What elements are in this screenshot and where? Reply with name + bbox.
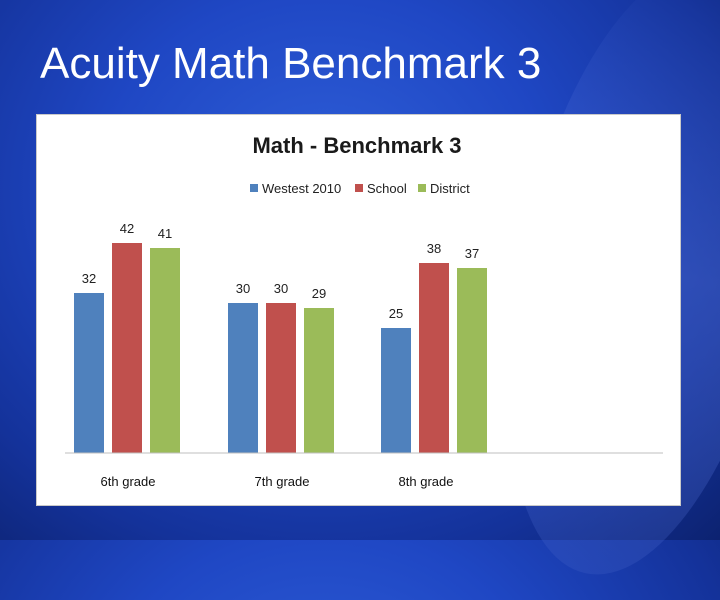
data-label-westest-2010-6th-grade: 32 bbox=[82, 271, 96, 286]
chart-bars bbox=[74, 243, 487, 453]
chart-title: Math - Benchmark 3 bbox=[252, 133, 461, 158]
data-label-school-6th-grade: 42 bbox=[120, 221, 134, 236]
bar-school-8th-grade bbox=[419, 263, 449, 453]
legend-swatch-westest-2010 bbox=[250, 184, 258, 192]
bar-school-6th-grade bbox=[112, 243, 142, 453]
bar-school-7th-grade bbox=[266, 303, 296, 453]
category-label-6th-grade: 6th grade bbox=[101, 474, 156, 489]
bar-district-8th-grade bbox=[457, 268, 487, 453]
data-label-district-8th-grade: 37 bbox=[465, 246, 479, 261]
bar-district-6th-grade bbox=[150, 248, 180, 453]
data-label-school-8th-grade: 38 bbox=[427, 241, 441, 256]
bar-chart: Math - Benchmark 3 Westest 2010 School Dis… bbox=[65, 133, 663, 489]
legend-label-school: School bbox=[367, 181, 407, 196]
legend-swatch-school bbox=[355, 184, 363, 192]
slide-title: Acuity Math Benchmark 3 bbox=[40, 39, 542, 88]
category-label-7th-grade: 7th grade bbox=[255, 474, 310, 489]
legend-swatch-district bbox=[418, 184, 426, 192]
chart-category-labels: 6th grade 7th grade 8th grade bbox=[101, 474, 454, 489]
chart-panel: Math - Benchmark 3 Westest 2010 School Dis… bbox=[36, 114, 681, 506]
data-label-westest-2010-7th-grade: 30 bbox=[236, 281, 250, 296]
data-label-westest-2010-8th-grade: 25 bbox=[389, 306, 403, 321]
data-label-district-6th-grade: 41 bbox=[158, 226, 172, 241]
chart-data-labels: 32 42 41 30 30 29 25 38 37 bbox=[82, 221, 479, 321]
data-label-district-7th-grade: 29 bbox=[312, 286, 326, 301]
bar-westest-2010-6th-grade bbox=[74, 293, 104, 453]
legend-label-district: District bbox=[430, 181, 470, 196]
data-label-school-7th-grade: 30 bbox=[274, 281, 288, 296]
chart-legend: Westest 2010 School District bbox=[250, 181, 470, 196]
bar-westest-2010-7th-grade bbox=[228, 303, 258, 453]
category-label-8th-grade: 8th grade bbox=[399, 474, 454, 489]
bar-westest-2010-8th-grade bbox=[381, 328, 411, 453]
legend-label-westest-2010: Westest 2010 bbox=[262, 181, 341, 196]
bar-district-7th-grade bbox=[304, 308, 334, 453]
